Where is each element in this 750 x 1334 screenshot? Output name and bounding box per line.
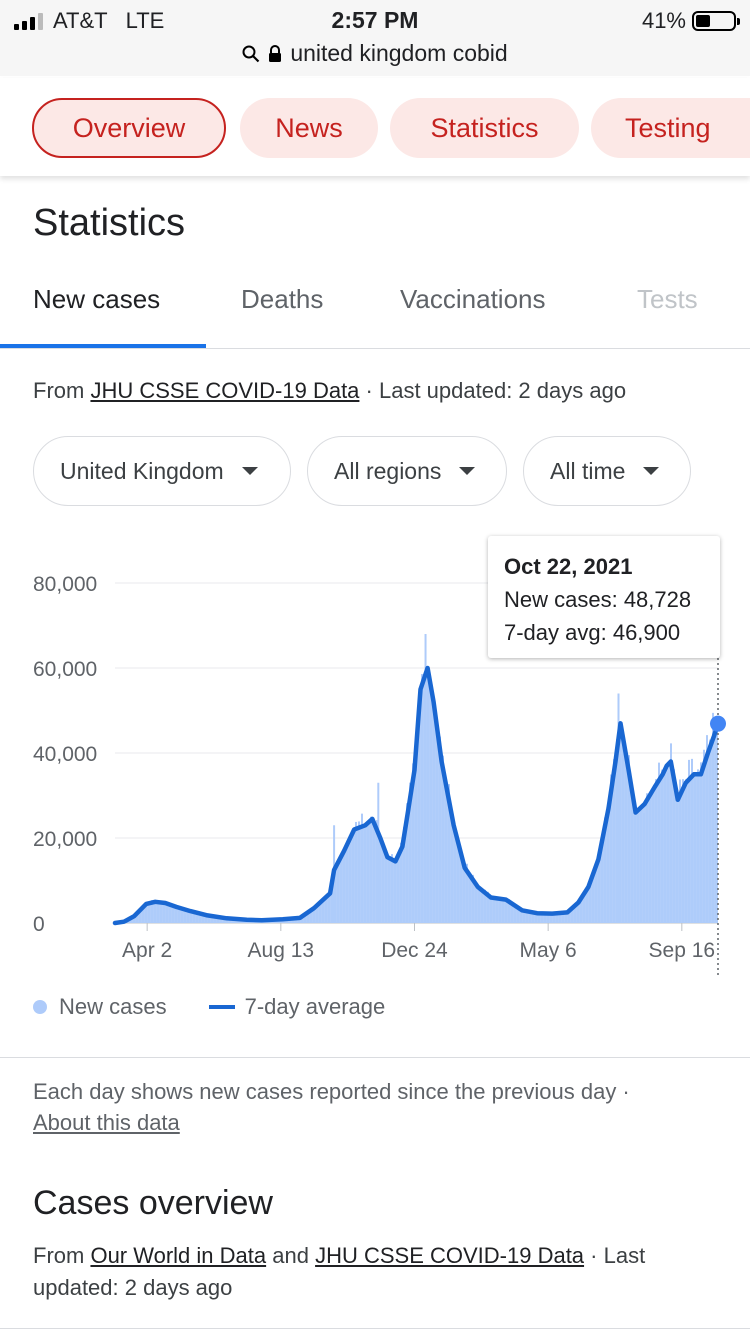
chevron-down-icon	[643, 467, 660, 475]
tooltip-average: 7-day avg: 46,900	[504, 620, 681, 645]
tab-deaths[interactable]: Deaths	[241, 284, 324, 314]
y-tick-label: 80,000	[33, 573, 97, 596]
chip-testing[interactable]: Testing	[591, 98, 750, 158]
y-axis-labels: 0 20,000 40,000 60,000 80,000	[33, 573, 97, 936]
y-tick-label: 20,000	[33, 828, 97, 851]
tab-vaccinations[interactable]: Vaccinations	[400, 284, 546, 314]
active-tab-indicator	[0, 344, 206, 348]
region-dropdown-value: All regions	[334, 457, 442, 484]
x-tick-label: Dec 24	[381, 939, 448, 962]
chevron-down-icon	[459, 467, 476, 475]
legend-new-cases: New cases	[59, 994, 167, 1019]
new-cases-chart[interactable]: 0 20,000 40,000 60,000 80,000 Apr 2 Aug 13 Dec…	[0, 530, 750, 980]
cases-source-updated: · Last updated: 2 days ago	[33, 1243, 646, 1300]
chart-tooltip: Oct 22, 2021 New cases: 48,728 7-day avg…	[488, 536, 720, 658]
new-cases-legend-swatch	[33, 1000, 47, 1014]
chip-statistics[interactable]: Statistics	[390, 98, 579, 158]
data-source-line: From JHU CSSE COVID-19 Data · Last updat…	[33, 378, 626, 404]
cases-source-and: and	[272, 1243, 309, 1268]
carrier-name: AT&T	[53, 8, 108, 33]
time-range-dropdown[interactable]: All time	[523, 436, 691, 506]
y-tick-label: 40,000	[33, 743, 97, 766]
chip-news[interactable]: News	[240, 98, 378, 158]
source-link-jhu[interactable]: JHU CSSE COVID-19 Data	[90, 378, 360, 403]
average-legend-swatch	[208, 1005, 235, 1009]
tab-new-cases[interactable]: New cases	[33, 284, 161, 314]
chip-overview[interactable]: Overview	[32, 98, 226, 158]
stat-tabs: New cases Deaths Vaccinations Tests	[0, 270, 750, 349]
divider	[0, 1057, 750, 1058]
section-title: Statistics	[33, 202, 186, 244]
x-tick-label: Sep 16	[649, 939, 716, 962]
source-updated: · Last updated: 2 days ago	[365, 378, 627, 403]
source-link-jhu-2[interactable]: JHU CSSE COVID-19 Data	[315, 1243, 585, 1268]
battery-icon	[692, 11, 740, 31]
status-bar: AT&T LTE 2:57 PM 41%	[0, 0, 750, 40]
url-bar[interactable]: united kingdom cobid	[0, 40, 750, 76]
x-tick-label: Aug 13	[248, 939, 315, 962]
seven-day-average-line	[112, 665, 721, 926]
battery-info: 41%	[641, 8, 740, 34]
battery-percent: 41%	[641, 8, 686, 33]
search-icon	[242, 45, 260, 62]
x-tick-label: Apr 2	[122, 939, 172, 962]
data-note-text: Each day shows new cases reported since …	[33, 1079, 630, 1104]
cases-source-prefix: From	[33, 1243, 85, 1268]
time-range-dropdown-value: All time	[550, 457, 626, 484]
location-dropdown[interactable]: United Kingdom	[33, 436, 291, 506]
source-prefix: From	[33, 378, 85, 403]
signal-icon	[14, 12, 43, 30]
x-axis-labels: Apr 2 Aug 13 Dec 24 May 6 Sep 16	[122, 923, 715, 962]
tab-tests[interactable]: Tests	[637, 284, 698, 314]
carrier-info: AT&T LTE	[14, 8, 164, 34]
new-cases-area	[115, 668, 718, 923]
url-text: united kingdom cobid	[290, 40, 508, 66]
legend-average: 7-day average	[244, 994, 386, 1019]
source-link-owid[interactable]: Our World in Data	[90, 1243, 267, 1268]
x-tick-label: May 6	[520, 939, 577, 962]
tooltip-date: Oct 22, 2021	[504, 554, 633, 579]
cases-overview-source: From Our World in Data and JHU CSSE COVI…	[33, 1240, 723, 1304]
tooltip-new-cases: New cases: 48,728	[504, 587, 692, 612]
data-note: Each day shows new cases reported since …	[33, 1076, 723, 1138]
chevron-down-icon	[241, 467, 258, 475]
y-tick-label: 60,000	[33, 658, 97, 681]
top-chip-bar: Overview News Statistics Testing	[0, 78, 750, 176]
lock-icon	[269, 44, 282, 62]
hover-point	[710, 715, 726, 732]
network-type: LTE	[125, 8, 165, 33]
y-tick-label: 0	[33, 913, 45, 936]
divider	[0, 1328, 750, 1329]
chart-legend: New cases 7-day average	[33, 994, 385, 1020]
cases-overview-title: Cases overview	[33, 1184, 273, 1222]
about-data-link[interactable]: About this data	[33, 1110, 180, 1135]
region-dropdown[interactable]: All regions	[307, 436, 507, 506]
location-dropdown-value: United Kingdom	[60, 457, 224, 484]
status-time: 2:57 PM	[331, 7, 419, 33]
